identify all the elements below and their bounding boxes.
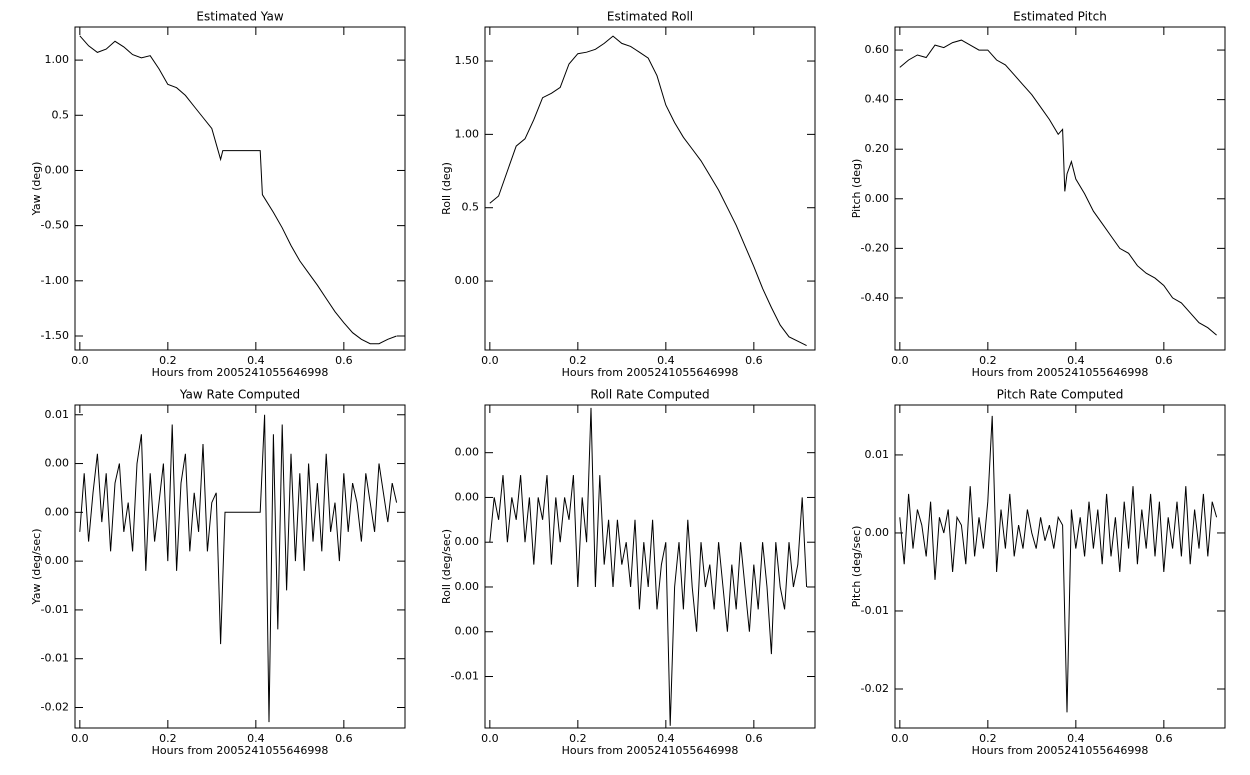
y-tick-label: 0.20 [865,142,890,155]
y-tick-label: 0.00 [45,163,70,176]
y-axis-label: Roll (deg/sec) [440,529,453,604]
y-tick-label: -0.50 [41,219,69,232]
y-tick-label: 0.00 [455,490,480,503]
plot-frame [484,404,816,729]
x-tick-label: 0.0 [71,354,89,367]
y-tick-label: -0.01 [451,670,479,683]
y-tick-label: -0.02 [41,701,69,714]
y-axis-label: Yaw (deg) [30,162,43,217]
x-tick-label: 0.6 [1155,732,1173,745]
y-tick-label: -1.50 [41,329,69,342]
y-axis-label: Yaw (deg/sec) [30,528,43,605]
y-tick-label: -0.40 [861,291,889,304]
y-tick-label: -0.20 [861,241,889,254]
y-tick-label: 1.00 [455,127,480,140]
x-tick-label: 0.4 [1067,732,1085,745]
plot-frame [894,404,1226,729]
x-tick-label: 0.6 [1155,354,1173,367]
x-axis-label: Hours from 2005241055646998 [562,744,739,757]
y-tick-label: -0.01 [41,603,69,616]
x-tick-label: 0.6 [335,354,353,367]
chart-title: Roll Rate Computed [590,388,709,402]
x-axis-label: Hours from 2005241055646998 [152,744,329,757]
y-tick-label: 0.5 [52,108,70,121]
x-tick-label: 0.2 [979,732,997,745]
y-tick-label: 0.00 [455,446,480,459]
y-tick-label: 0.00 [865,192,890,205]
x-axis-label: Hours from 2005241055646998 [972,744,1149,757]
y-tick-label: 0.00 [865,526,890,539]
data-line [489,35,807,347]
y-axis-label: Roll (deg) [440,162,453,215]
y-axis-label: Pitch (deg) [850,159,863,219]
y-tick-label: 1.00 [45,53,70,66]
x-tick-label: 0.0 [481,732,499,745]
y-tick-label: 0.00 [455,274,480,287]
y-tick-label: 0.01 [865,448,890,461]
x-tick-label: 0.2 [569,354,587,367]
data-line [899,39,1217,336]
y-tick-label: -0.01 [41,652,69,665]
x-tick-label: 0.2 [159,732,177,745]
x-tick-label: 0.4 [657,732,675,745]
y-tick-label: 0.00 [45,554,70,567]
x-tick-label: 0.0 [481,354,499,367]
x-tick-label: 0.2 [569,732,587,745]
plot-frame [74,26,406,351]
x-tick-label: 0.2 [979,354,997,367]
y-axis-label: Pitch (deg/sec) [850,526,863,608]
chart-title: Estimated Yaw [196,10,283,24]
x-tick-label: 0.4 [247,354,265,367]
x-tick-label: 0.2 [159,354,177,367]
data-line [899,415,1218,713]
plot-frame [484,26,816,351]
chart-title: Pitch Rate Computed [997,388,1124,402]
y-tick-label: 0.00 [455,580,480,593]
x-tick-label: 0.6 [745,732,763,745]
data-line [79,35,397,345]
chart-title: Estimated Roll [607,10,693,24]
x-tick-label: 0.0 [71,732,89,745]
y-tick-label: 0.00 [455,625,480,638]
data-line [489,407,808,726]
x-tick-label: 0.0 [891,354,909,367]
y-tick-label: 0.5 [462,201,480,214]
chart-title: Estimated Pitch [1013,10,1107,24]
x-tick-label: 0.4 [657,354,675,367]
y-tick-label: -0.01 [861,604,889,617]
data-line [79,414,398,723]
y-tick-label: 0.00 [45,505,70,518]
plot-frame [894,26,1226,351]
y-tick-label: 0.00 [455,535,480,548]
chart-title: Yaw Rate Computed [179,388,300,402]
y-tick-label: 1.50 [455,54,480,67]
x-tick-label: 0.4 [1067,354,1085,367]
x-axis-label: Hours from 2005241055646998 [562,366,739,379]
y-tick-label: 0.40 [865,93,890,106]
y-tick-label: 0.01 [45,408,70,421]
x-tick-label: 0.4 [247,732,265,745]
y-tick-label: 0.60 [865,43,890,56]
y-tick-label: -1.00 [41,274,69,287]
y-tick-label: 0.00 [45,457,70,470]
plot-frame [74,404,406,729]
x-tick-label: 0.6 [335,732,353,745]
x-tick-label: 0.0 [891,732,909,745]
x-axis-label: Hours from 2005241055646998 [152,366,329,379]
y-tick-label: -0.02 [861,682,889,695]
x-axis-label: Hours from 2005241055646998 [972,366,1149,379]
x-tick-label: 0.6 [745,354,763,367]
